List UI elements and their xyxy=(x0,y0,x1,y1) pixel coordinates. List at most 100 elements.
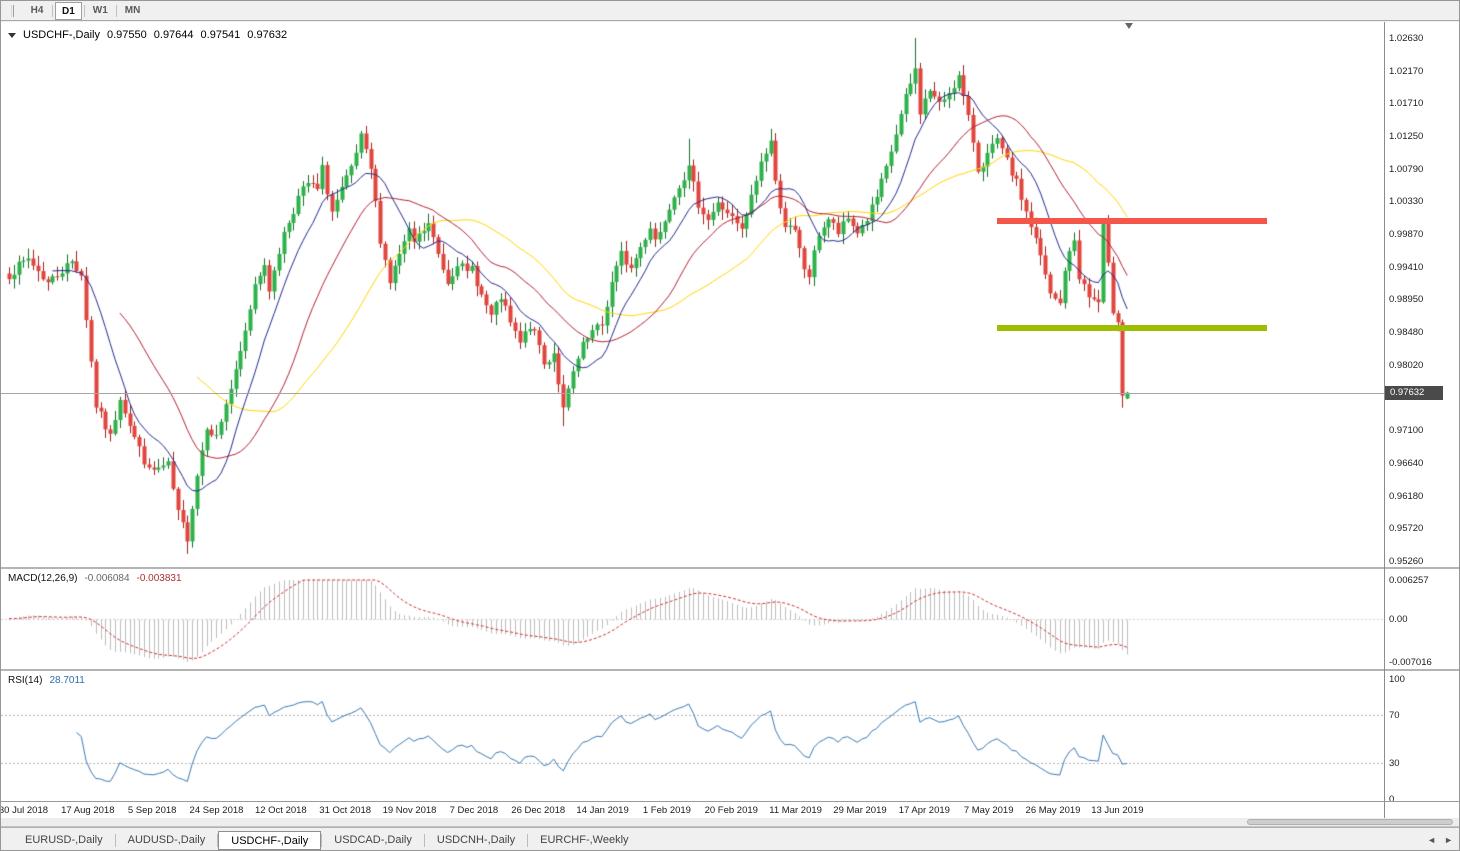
time-axis-label: 12 Oct 2018 xyxy=(254,805,307,816)
macd-canvas[interactable] xyxy=(1,569,1384,669)
tab-eurchf-weekly[interactable]: EURCHF-,Weekly xyxy=(540,833,629,846)
time-axis-label: 26 May 2019 xyxy=(1025,805,1081,816)
symbol-period-label: USDCHF-,Daily xyxy=(23,29,100,41)
price-axis-label: 0.95720 xyxy=(1389,523,1424,535)
macd-pane: MACD(12,26,9) -0.006084 -0.003831 0.0062… xyxy=(1,569,1459,669)
timeframe-button-h4[interactable]: H4 xyxy=(30,4,44,16)
tab-scroll-buttons: ◄ ► xyxy=(1427,835,1453,845)
timeframe-button-mn[interactable]: MN xyxy=(124,4,141,16)
time-axis-label: 26 Dec 2018 xyxy=(511,805,566,816)
price-axis-label: 1.02170 xyxy=(1389,65,1424,77)
rsi-axis-label: 30 xyxy=(1389,758,1400,769)
price-axis-label: 1.00330 xyxy=(1389,196,1424,208)
time-axis-label: 7 May 2019 xyxy=(963,805,1014,816)
chart-window: USDCHF-,Daily 0.97550 0.97644 0.97541 0.… xyxy=(0,22,1459,850)
tab-usdcad-daily[interactable]: USDCAD-,Daily xyxy=(334,833,412,846)
price-axis[interactable]: 0.97632 1.02630 1.02170 1.01710 1.01250 1.00… xyxy=(1384,22,1459,567)
time-axis-label: 17 Apr 2019 xyxy=(898,805,950,816)
macd-axis-label: 0.00 xyxy=(1389,613,1408,625)
price-chart-canvas[interactable] xyxy=(1,22,1384,567)
timeframe-button-d1[interactable]: D1 xyxy=(55,1,82,20)
toolbar-separator xyxy=(83,4,85,17)
price-axis-label: 0.98480 xyxy=(1389,327,1424,339)
price-axis-label: 1.02630 xyxy=(1389,33,1424,44)
tab-separator xyxy=(423,833,425,847)
chart-title: USDCHF-,Daily 0.97550 0.97644 0.97541 0.… xyxy=(8,29,287,41)
macd-axis-label: -0.007016 xyxy=(1389,657,1432,668)
pane-separator[interactable] xyxy=(1,669,1459,671)
time-axis-label: 14 Jan 2019 xyxy=(576,805,629,816)
price-axis-label: 0.97100 xyxy=(1389,425,1424,437)
time-axis-label: 1 Feb 2019 xyxy=(642,805,691,816)
time-axis-label: 30 Jul 2018 xyxy=(0,805,49,816)
rsi-name: RSI(14) xyxy=(8,675,43,686)
macd-label: MACD(12,26,9) -0.006084 -0.003831 xyxy=(8,573,182,584)
vertical-axis-border xyxy=(1384,22,1385,818)
chart-shift-marker[interactable] xyxy=(1125,23,1133,29)
time-axis-label: 13 Jun 2019 xyxy=(1091,805,1144,816)
main-chart-pane: USDCHF-,Daily 0.97550 0.97644 0.97541 0.… xyxy=(1,22,1459,567)
time-axis-label: 29 Mar 2019 xyxy=(833,805,887,816)
time-axis[interactable]: 30 Jul 2018 17 Aug 2018 5 Sep 2018 24 Sep 2… xyxy=(0,801,1459,818)
price-axis-label: 1.01710 xyxy=(1389,98,1424,110)
toolbar-separator xyxy=(52,4,53,17)
tab-scroll-left-button[interactable]: ◄ xyxy=(1427,835,1437,845)
price-axis-label: 0.95260 xyxy=(1389,556,1424,567)
rsi-axis[interactable]: 100 70 30 0 xyxy=(1384,671,1459,801)
price-axis-label: 0.98950 xyxy=(1389,294,1424,306)
timeframe-button-w1[interactable]: W1 xyxy=(92,4,108,16)
macd-main-value: -0.006084 xyxy=(84,573,130,584)
chart-tab-bar: EURUSD-,Daily AUDUSD-,Daily USDCHF-,Daily U… xyxy=(1,827,1459,850)
price-axis-label: 0.96640 xyxy=(1389,458,1424,470)
tab-separator xyxy=(527,833,529,847)
price-axis-label: 0.99410 xyxy=(1389,261,1424,273)
tab-separator xyxy=(217,833,219,847)
rsi-axis-label: 100 xyxy=(1389,674,1405,685)
price-axis-label: 1.01250 xyxy=(1389,130,1424,142)
rsi-label: RSI(14) 28.7011 xyxy=(8,675,85,686)
tab-audusd-daily[interactable]: AUDUSD-,Daily xyxy=(127,833,206,846)
macd-signal-value: -0.003831 xyxy=(136,573,182,584)
pane-separator[interactable] xyxy=(1,567,1459,569)
time-axis-label: 20 Feb 2019 xyxy=(704,805,758,816)
macd-name: MACD(12,26,9) xyxy=(8,573,78,584)
scrollbar-thumb[interactable] xyxy=(1247,819,1453,825)
time-axis-label: 7 Dec 2018 xyxy=(449,805,499,816)
tab-separator xyxy=(321,833,323,847)
rsi-canvas[interactable] xyxy=(1,671,1384,801)
time-axis-label: 11 Mar 2019 xyxy=(769,805,822,816)
bid-price-line xyxy=(1,393,1384,394)
rsi-axis-label: 70 xyxy=(1389,710,1400,721)
horizontal-scrollbar[interactable] xyxy=(1,818,1459,827)
toolbar-grip[interactable] xyxy=(11,4,14,17)
macd-axis-label: 0.006257 xyxy=(1389,575,1429,586)
resistance-line[interactable] xyxy=(997,218,1267,225)
current-price-badge: 0.97632 xyxy=(1385,386,1443,400)
tab-usdcnh-daily[interactable]: USDCNH-,Daily xyxy=(436,833,516,846)
tab-scroll-right-button[interactable]: ► xyxy=(1444,835,1453,845)
support-line[interactable] xyxy=(997,324,1267,331)
chart-menu-icon[interactable] xyxy=(8,32,16,38)
close-value: 0.97632 xyxy=(247,29,288,41)
price-axis-label: 0.98020 xyxy=(1389,360,1424,372)
price-axis-label: 0.96180 xyxy=(1389,490,1424,502)
open-value: 0.97550 xyxy=(107,29,147,41)
tab-eurusd-daily[interactable]: EURUSD-,Daily xyxy=(25,833,103,846)
price-axis-label: 1.00790 xyxy=(1389,163,1424,175)
high-value: 0.97644 xyxy=(153,29,194,41)
time-axis-label: 5 Sep 2018 xyxy=(127,805,177,816)
tab-usdchf-daily[interactable]: USDCHF-,Daily xyxy=(218,830,322,850)
rsi-value: 28.7011 xyxy=(49,675,85,686)
rsi-axis-label: 0 xyxy=(1389,794,1395,801)
price-axis-label: 0.99870 xyxy=(1389,228,1424,240)
time-axis-label: 17 Aug 2018 xyxy=(61,805,115,816)
time-axis-label: 19 Nov 2018 xyxy=(382,805,437,816)
toolbar-separator xyxy=(115,4,117,17)
macd-axis[interactable]: 0.006257 0.00 -0.007016 xyxy=(1384,569,1459,669)
time-axis-label: 24 Sep 2018 xyxy=(189,805,244,816)
rsi-pane: RSI(14) 28.7011 100 70 30 0 xyxy=(1,671,1459,801)
tab-separator xyxy=(114,833,116,847)
time-axis-label: 31 Oct 2018 xyxy=(319,805,372,816)
low-value: 0.97541 xyxy=(200,29,241,41)
